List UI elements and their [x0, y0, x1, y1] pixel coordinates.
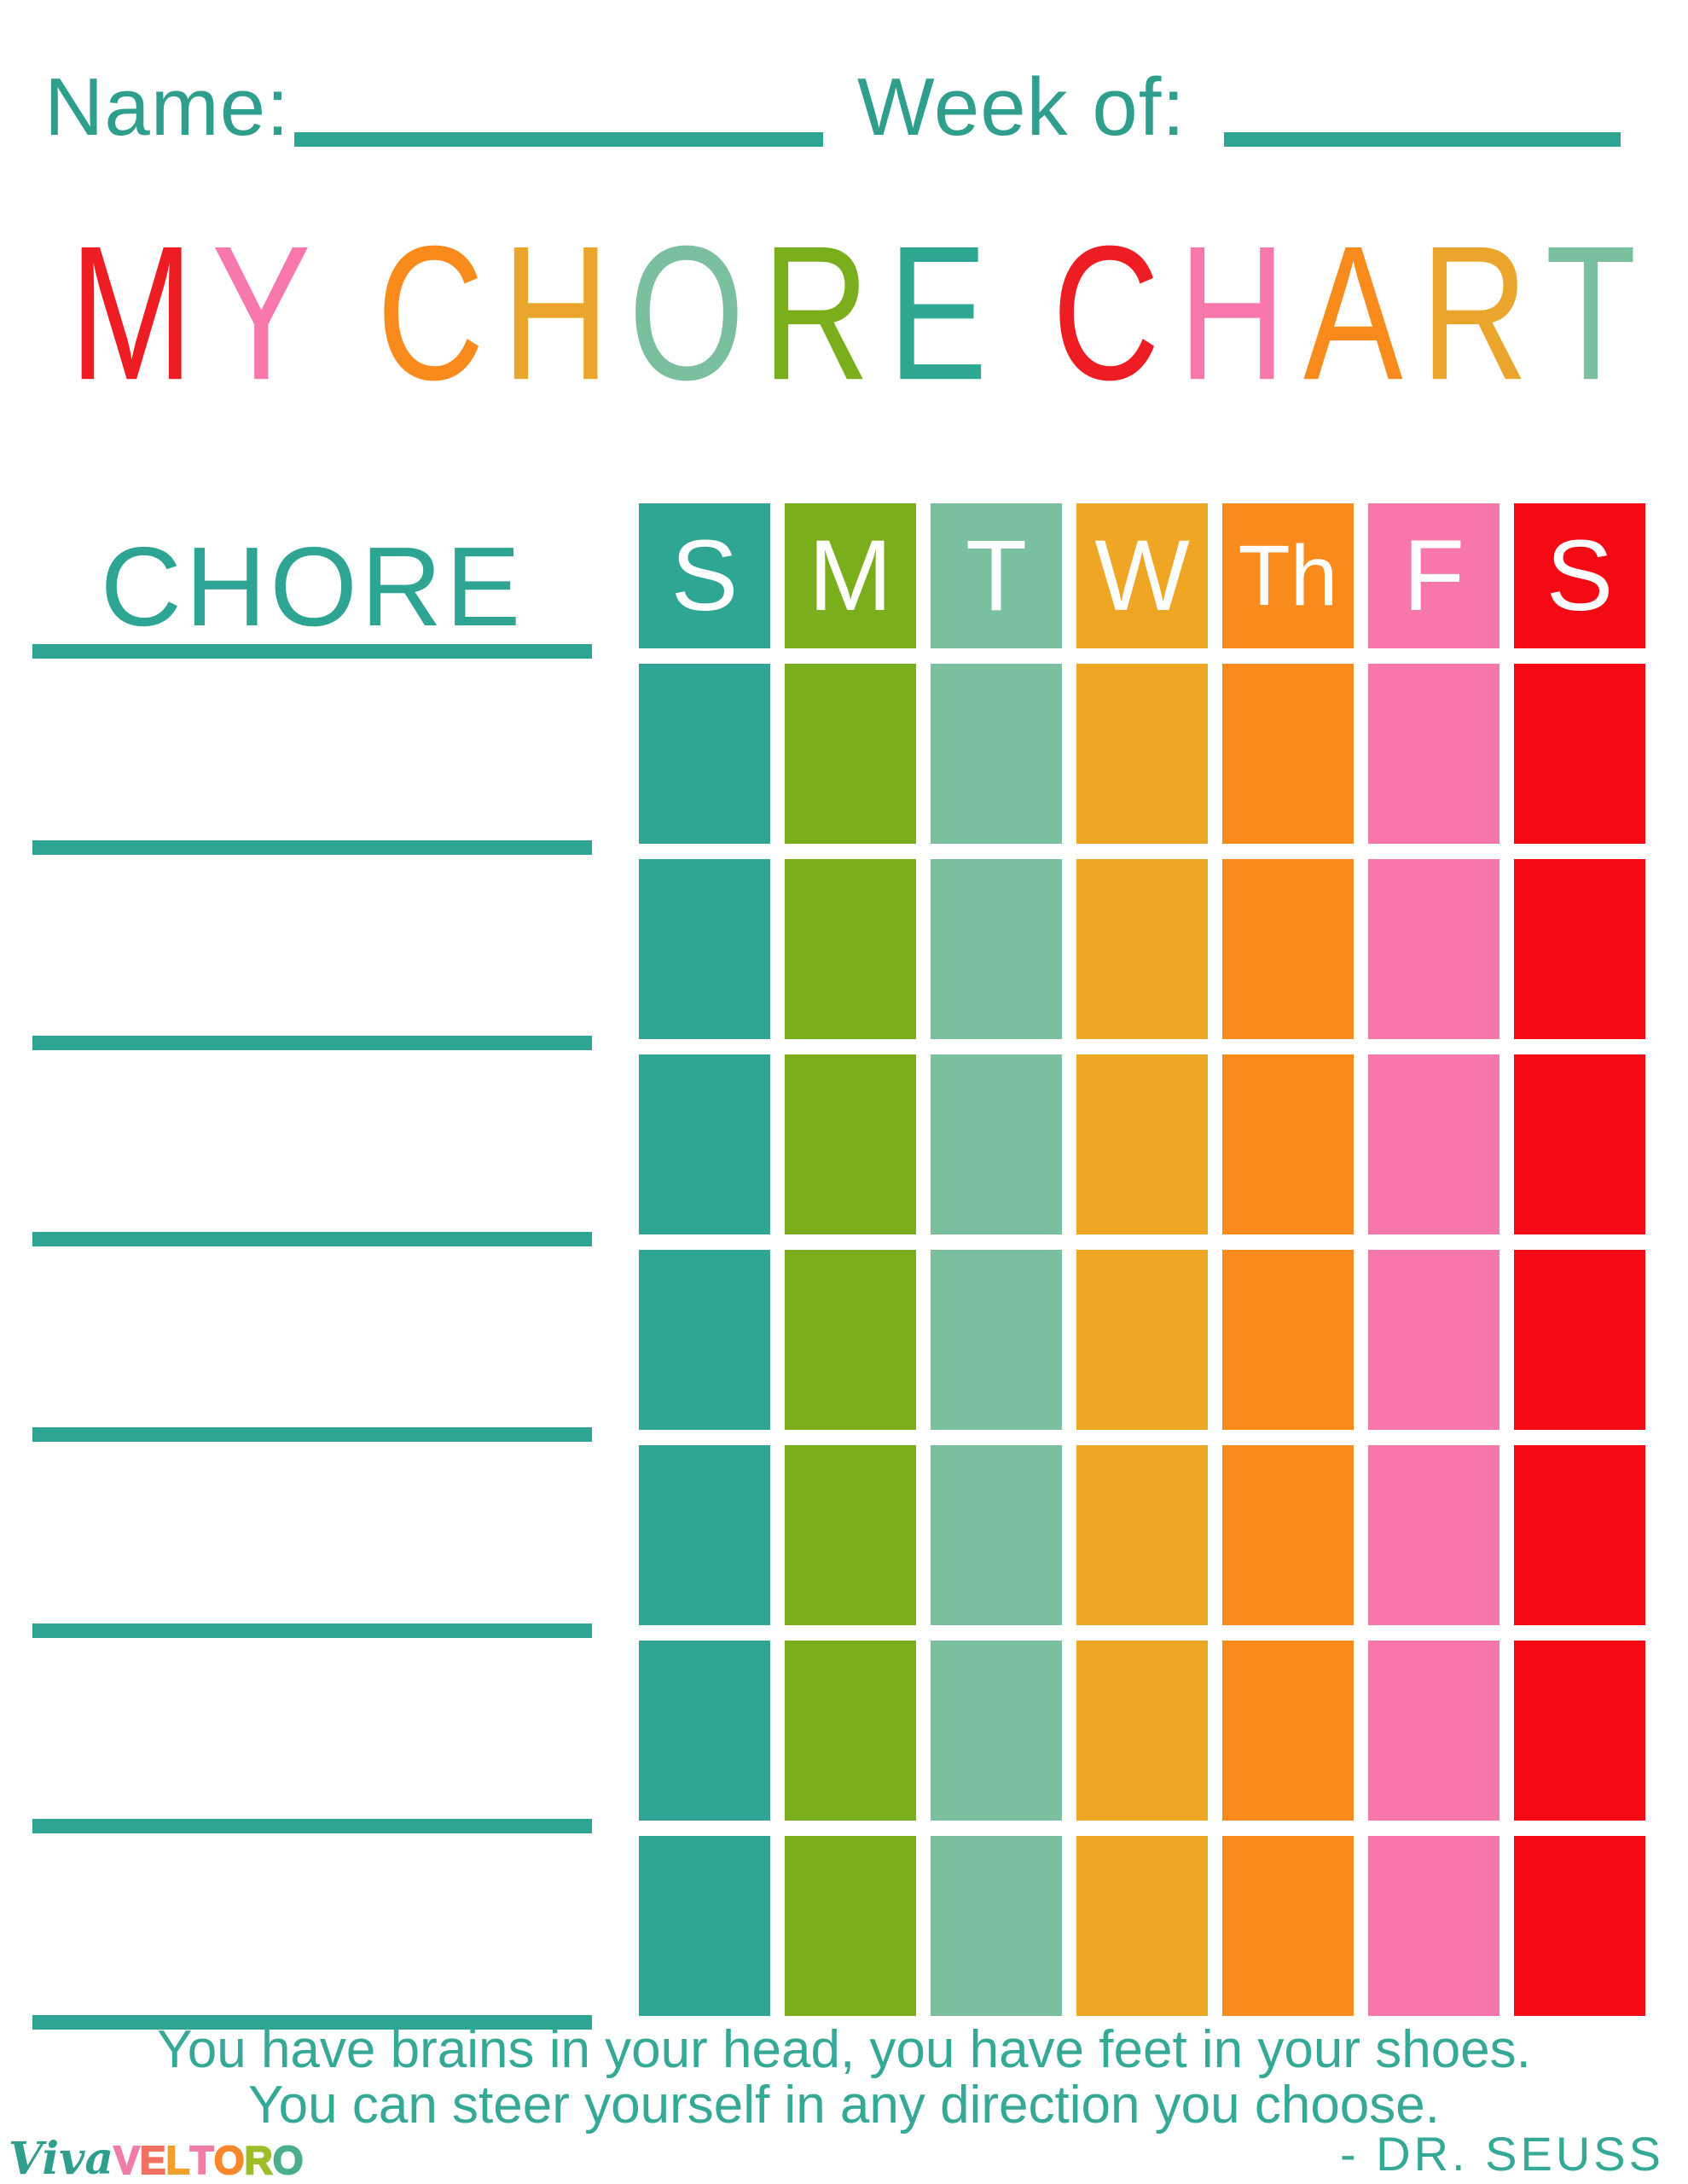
day-cell[interactable] — [1514, 664, 1645, 844]
day-cell[interactable] — [1222, 1836, 1354, 2016]
day-cell[interactable] — [1368, 1054, 1499, 1234]
day-cell[interactable] — [1222, 1054, 1354, 1234]
logo-letter: R — [243, 2138, 273, 2182]
day-cell[interactable] — [785, 1250, 916, 1430]
day-cell[interactable] — [931, 1641, 1062, 1821]
title-letter: O — [628, 206, 745, 421]
day-cell[interactable] — [639, 1250, 770, 1430]
quote-line-1: You have brains in your head, you have f… — [157, 2020, 1531, 2079]
day-cell[interactable] — [1514, 1445, 1645, 1625]
day-cell[interactable] — [931, 1836, 1062, 2016]
logo-letter: E — [139, 2138, 167, 2182]
day-cell[interactable] — [785, 1054, 916, 1234]
day-cell[interactable] — [639, 664, 770, 844]
title-letter: C — [376, 206, 484, 421]
title-letter: M — [69, 206, 194, 421]
day-cell[interactable] — [1368, 664, 1499, 844]
day-cell[interactable] — [1514, 1054, 1645, 1234]
logo-letter: V — [113, 2138, 141, 2182]
chore-write-line[interactable] — [32, 1232, 592, 1246]
day-cell[interactable] — [1222, 1250, 1354, 1430]
title-letter: C — [1052, 206, 1161, 421]
title-letter: H — [502, 206, 611, 421]
day-cell[interactable] — [931, 1445, 1062, 1625]
day-cell[interactable] — [639, 1054, 770, 1234]
day-header-f: F — [1368, 503, 1499, 648]
day-cell[interactable] — [1514, 1641, 1645, 1821]
day-cell[interactable] — [785, 1641, 916, 1821]
title-letter: E — [887, 206, 988, 421]
day-cell[interactable] — [1368, 859, 1499, 1039]
day-cell[interactable] — [1368, 1836, 1499, 2016]
day-cell[interactable] — [1368, 1641, 1499, 1821]
day-cell[interactable] — [1368, 1250, 1499, 1430]
title-letter: H — [1178, 206, 1286, 421]
title-letter: A — [1302, 206, 1403, 421]
title-letter: Y — [212, 206, 311, 421]
chore-write-line[interactable] — [32, 840, 592, 855]
logo-letter: O — [272, 2138, 305, 2182]
chore-header-underline — [32, 644, 592, 659]
name-write-line[interactable] — [294, 132, 823, 147]
quote-attribution: - DR. SEUSS — [1339, 2127, 1664, 2181]
day-header-th: Th — [1222, 503, 1354, 648]
day-cell[interactable] — [1222, 664, 1354, 844]
week-of-label: Week of: — [857, 61, 1186, 153]
chore-write-line[interactable] — [32, 1427, 592, 1442]
day-cell[interactable] — [931, 1054, 1062, 1234]
day-cell[interactable] — [1514, 859, 1645, 1039]
day-header-t: T — [931, 503, 1062, 648]
day-cell[interactable] — [931, 859, 1062, 1039]
day-header-s: S — [1514, 503, 1645, 648]
day-cell[interactable] — [931, 1250, 1062, 1430]
logo-letter: L — [165, 2138, 190, 2182]
title-letter: R — [1420, 206, 1528, 421]
day-cell[interactable] — [785, 1836, 916, 2016]
day-cell[interactable] — [1076, 1445, 1208, 1625]
chore-column-header: CHORE — [100, 524, 525, 649]
day-cell[interactable] — [785, 664, 916, 844]
day-header-s: S — [639, 503, 770, 648]
day-cell[interactable] — [785, 1445, 916, 1625]
week-of-write-line[interactable] — [1224, 132, 1621, 147]
day-grid: S M T W Th F S — [639, 503, 1645, 2016]
day-cell[interactable] — [639, 859, 770, 1039]
logo-script-text: Viva — [9, 2133, 114, 2184]
day-cell[interactable] — [639, 1641, 770, 1821]
day-cell[interactable] — [639, 1445, 770, 1625]
day-cell[interactable] — [1076, 1836, 1208, 2016]
day-cell[interactable] — [931, 664, 1062, 844]
day-cell[interactable] — [1514, 1250, 1645, 1430]
title-letter: T — [1545, 206, 1637, 421]
day-cell[interactable] — [1222, 1445, 1354, 1625]
quote-line-2: You can steer yourself in any direction … — [248, 2076, 1440, 2135]
title-letter: R — [762, 206, 871, 421]
day-cell[interactable] — [639, 1836, 770, 2016]
chore-write-line[interactable] — [32, 2015, 592, 2030]
chore-write-line[interactable] — [32, 1623, 592, 1638]
day-cell[interactable] — [1514, 1836, 1645, 2016]
day-header-w: W — [1076, 503, 1208, 648]
logo-letter: O — [213, 2138, 246, 2182]
day-cell[interactable] — [1368, 1445, 1499, 1625]
day-cell[interactable] — [1076, 859, 1208, 1039]
day-cell[interactable] — [1076, 1054, 1208, 1234]
chore-write-line[interactable] — [32, 1819, 592, 1833]
chore-write-line[interactable] — [32, 1036, 592, 1050]
day-cell[interactable] — [1222, 1641, 1354, 1821]
day-header-m: M — [785, 503, 916, 648]
day-cell[interactable] — [785, 859, 916, 1039]
logo-letter: T — [189, 2138, 215, 2182]
day-cell[interactable] — [1076, 664, 1208, 844]
day-cell[interactable] — [1076, 1250, 1208, 1430]
day-cell[interactable] — [1222, 859, 1354, 1039]
name-label: Name: — [44, 61, 290, 153]
day-cell[interactable] — [1076, 1641, 1208, 1821]
